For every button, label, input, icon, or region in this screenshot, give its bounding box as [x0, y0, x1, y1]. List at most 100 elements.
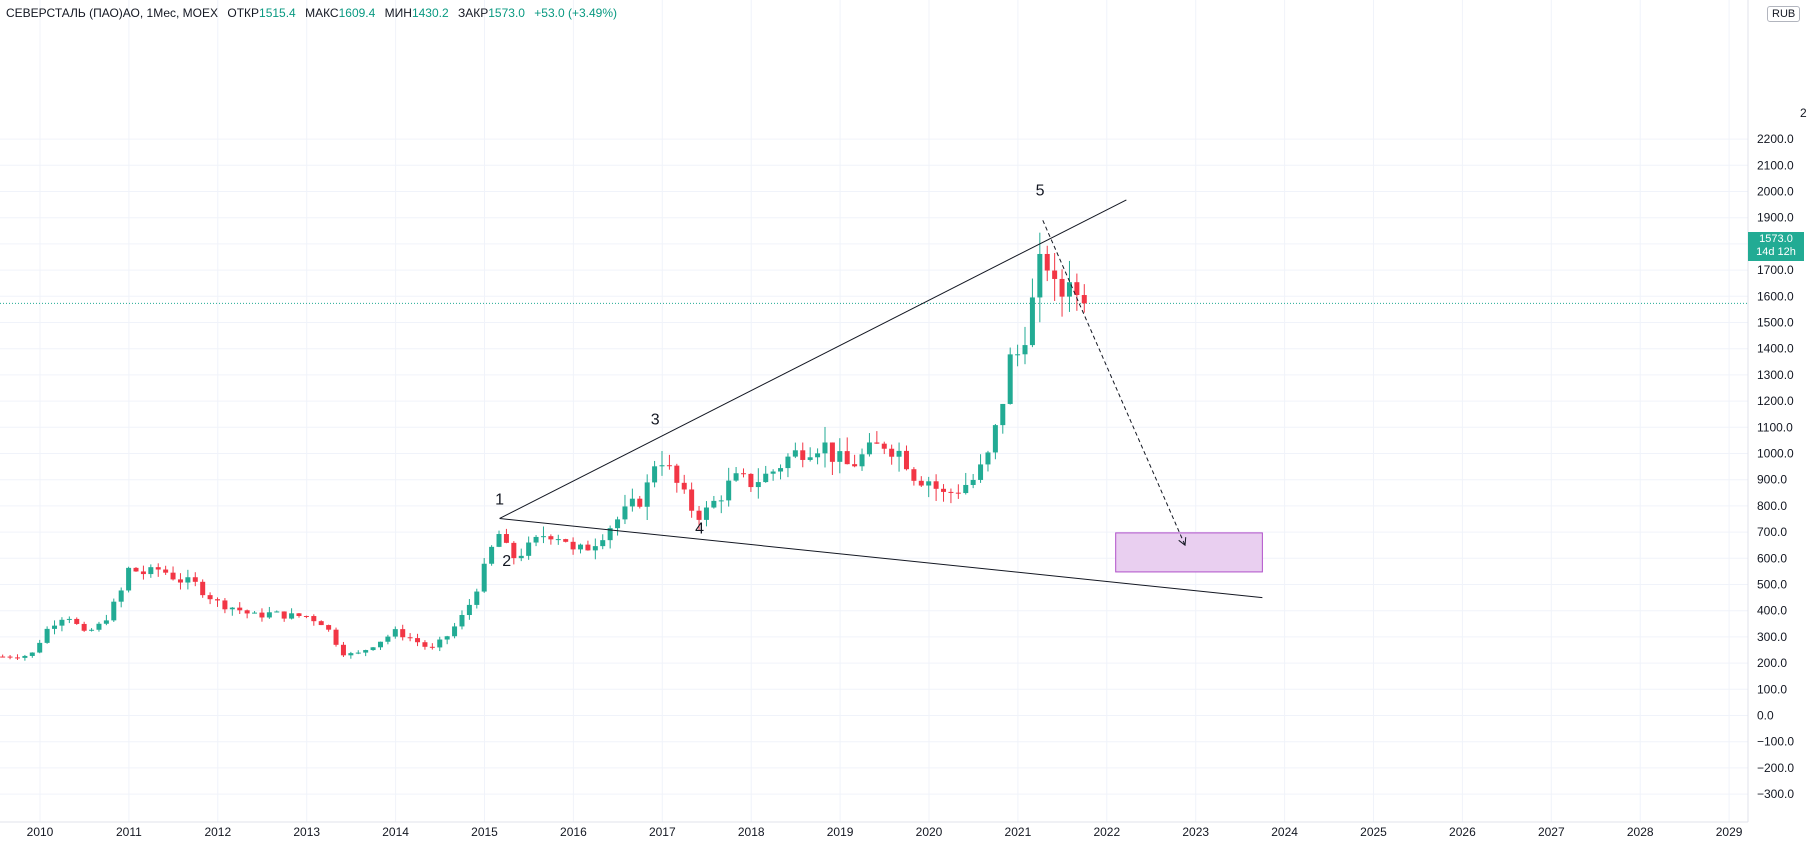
candle-body[interactable]: [533, 536, 539, 543]
candle-body[interactable]: [289, 613, 295, 619]
candle-body[interactable]: [629, 498, 635, 507]
candle-body[interactable]: [444, 636, 450, 640]
symbol-legend[interactable]: СЕВЕРСТАЛЬ (ПАО)АО, 1Мес, MOEX ОТКР1515.…: [6, 6, 617, 20]
candle-body[interactable]: [815, 453, 821, 458]
candle-body[interactable]: [281, 611, 287, 619]
candle-body[interactable]: [881, 443, 887, 449]
candle-body[interactable]: [503, 534, 509, 543]
candle-body[interactable]: [377, 641, 383, 648]
candle-body[interactable]: [370, 647, 376, 651]
candle-body[interactable]: [192, 577, 198, 582]
candle-body[interactable]: [355, 652, 361, 654]
candle-body[interactable]: [474, 591, 480, 605]
candle-body[interactable]: [711, 500, 717, 508]
candle-body[interactable]: [266, 612, 272, 618]
candle-body[interactable]: [800, 450, 806, 460]
candle-body[interactable]: [244, 610, 250, 614]
candle-body[interactable]: [718, 500, 724, 502]
candle-body[interactable]: [970, 479, 976, 485]
candle-body[interactable]: [422, 642, 428, 647]
candle-body[interactable]: [985, 452, 991, 465]
candle-body[interactable]: [7, 656, 13, 658]
candle-body[interactable]: [252, 612, 258, 614]
candle-body[interactable]: [948, 491, 954, 493]
candle-body[interactable]: [229, 607, 235, 610]
candle-body[interactable]: [103, 620, 109, 624]
candle-body[interactable]: [318, 621, 324, 626]
candle-body[interactable]: [37, 642, 43, 653]
candle-body[interactable]: [652, 466, 658, 483]
candle-body[interactable]: [585, 544, 591, 551]
candle-body[interactable]: [29, 652, 35, 656]
candle-body[interactable]: [348, 653, 354, 656]
candle-body[interactable]: [400, 629, 406, 638]
candle-body[interactable]: [659, 465, 665, 467]
candle-body[interactable]: [926, 481, 932, 486]
candle-body[interactable]: [792, 450, 798, 457]
candle-body[interactable]: [703, 507, 709, 520]
candle-body[interactable]: [1000, 403, 1006, 426]
candle-body[interactable]: [326, 625, 332, 630]
candle-body[interactable]: [96, 623, 102, 630]
candle-body[interactable]: [852, 464, 858, 467]
candle-body[interactable]: [992, 425, 998, 453]
candle-body[interactable]: [770, 471, 776, 474]
candle-body[interactable]: [570, 541, 576, 550]
wave-label-1[interactable]: 1: [495, 492, 504, 509]
candle-body[interactable]: [14, 657, 20, 659]
candle-body[interactable]: [163, 569, 169, 573]
candle-body[interactable]: [963, 484, 969, 494]
candle-body[interactable]: [274, 611, 280, 613]
candle-body[interactable]: [548, 536, 554, 540]
candle-body[interactable]: [644, 482, 650, 507]
candle-body[interactable]: [340, 644, 346, 656]
candle-body[interactable]: [481, 563, 487, 592]
candle-body[interactable]: [748, 473, 754, 488]
candle-body[interactable]: [681, 482, 687, 490]
candle-body[interactable]: [1015, 354, 1021, 356]
candle-body[interactable]: [155, 567, 161, 570]
candle-body[interactable]: [126, 567, 132, 591]
candle-body[interactable]: [66, 618, 72, 620]
candle-body[interactable]: [689, 489, 695, 511]
candle-body[interactable]: [674, 465, 680, 483]
candle-body[interactable]: [555, 539, 561, 541]
candle-body[interactable]: [311, 616, 317, 622]
candle-body[interactable]: [415, 638, 421, 643]
candle-body[interactable]: [185, 577, 191, 583]
candle-body[interactable]: [733, 473, 739, 481]
candle-body[interactable]: [215, 599, 221, 601]
candle-body[interactable]: [392, 629, 398, 637]
candle-body[interactable]: [807, 457, 813, 460]
candle-body[interactable]: [385, 636, 391, 642]
candle-body[interactable]: [177, 579, 183, 583]
candle-body[interactable]: [540, 536, 546, 538]
candle-body[interactable]: [637, 498, 643, 507]
candle-body[interactable]: [303, 615, 309, 617]
candle-body[interactable]: [52, 625, 58, 629]
candle-body[interactable]: [459, 615, 465, 627]
candle-body[interactable]: [296, 613, 302, 616]
candle-body[interactable]: [578, 544, 584, 550]
candle-body[interactable]: [222, 600, 228, 610]
candle-body[interactable]: [1022, 345, 1028, 355]
candle-body[interactable]: [170, 572, 176, 580]
candle-body[interactable]: [207, 595, 213, 600]
candle-body[interactable]: [59, 619, 65, 626]
candle-body[interactable]: [452, 626, 458, 637]
candle-body[interactable]: [933, 481, 939, 489]
candle-body[interactable]: [511, 542, 517, 559]
candle-body[interactable]: [607, 528, 613, 541]
candle-body[interactable]: [81, 623, 87, 631]
candle-body[interactable]: [1007, 354, 1013, 404]
candle-body[interactable]: [429, 646, 435, 648]
candle-body[interactable]: [778, 468, 784, 472]
candle-body[interactable]: [822, 442, 828, 454]
candle-body[interactable]: [437, 639, 443, 648]
candle-body[interactable]: [874, 442, 880, 444]
candle-body[interactable]: [889, 448, 895, 457]
candle-body[interactable]: [148, 567, 154, 575]
candle-body[interactable]: [829, 442, 835, 462]
candle-body[interactable]: [1029, 297, 1035, 346]
candle-body[interactable]: [200, 581, 206, 596]
